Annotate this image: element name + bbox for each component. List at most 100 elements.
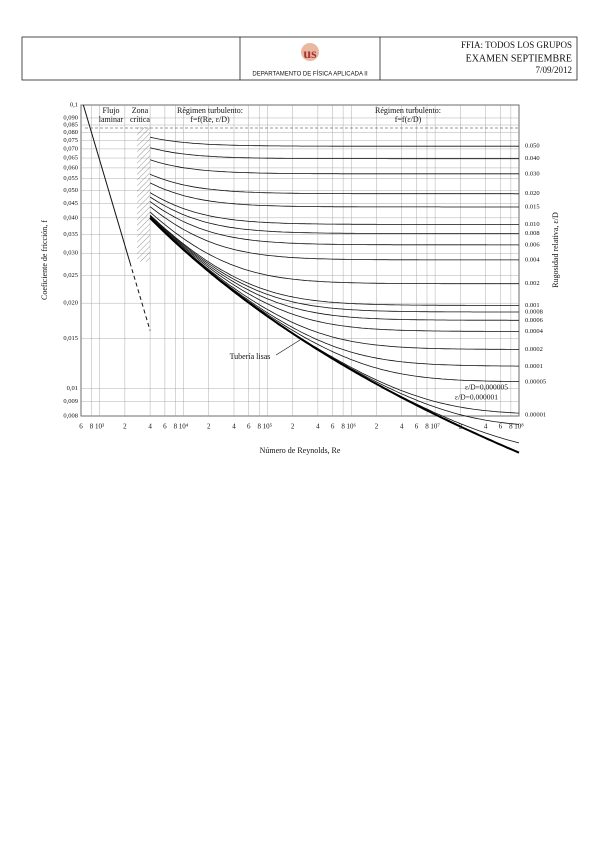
y-tick-label: 0,040 [63,214,78,221]
x-tick-label: 4 [316,423,320,431]
y2-tick-label: 0.0004 [525,328,544,335]
x-tick-label: 8 [174,423,178,431]
x-tick-label: 10⁸ [514,423,524,431]
y2-tick-label: 0.010 [525,221,540,228]
x-tick-label: 6 [163,423,167,431]
annotation: crítica [130,115,150,124]
friction-curve [149,214,519,306]
y-tick-label: 0,055 [63,175,78,182]
logo: us [301,43,319,62]
annotation: Tubería lisas [230,352,271,361]
x-tick-label: 8 [90,423,94,431]
x-tick-label: 10³ [95,423,104,431]
y2-tick-label: 0.00005 [525,378,546,385]
x-tick-label: 2 [123,423,127,431]
y-tick-label: 0,060 [63,164,78,171]
x-tick-label: 6 [415,423,419,431]
header-box [21,36,578,81]
annotation: f=f(Re, ε/D) [190,115,230,124]
friction-curve [149,196,519,235]
x-tick-label: 2 [375,423,379,431]
critical-zone [137,127,151,262]
x-tick-label: 2 [207,423,211,431]
x-tick-label: 8 [425,423,429,431]
annotation: Régimen turbulento: [375,106,441,115]
x-tick-label: 10⁷ [430,423,440,431]
friction-curve [149,192,519,225]
moody-chart: 6 8 10³ 2 4 6 8 10⁴ 2 4 6 8 10⁵ 2 4 6 8 10⁶ 2 4 6 8 10⁷ 2 4 6 8 10⁸… [40,101,560,454]
x-tick-label: 4 [484,423,488,431]
y-tick-label: 0,085 [63,121,78,128]
y2-tick-label: 0.004 [525,256,540,263]
friction-curve [149,173,519,195]
friction-curve [150,136,519,147]
y2-tick-label: 0.015 [525,203,540,210]
y-tick-label: 0,1 [70,101,78,108]
annotation: Régimen turbulento: [177,106,243,115]
y2-tick-label: 0.0002 [525,346,543,353]
y2-tick-label: 0.0001 [525,363,543,370]
y2-tick-label: 0.050 [525,143,540,150]
x-tick-label: 10⁶ [347,423,357,431]
friction-curve [149,206,519,261]
y2-tick-label: 0.040 [525,155,540,162]
course: FFIA: TODOS LOS GRUPOS [461,40,572,50]
y-tick-label: 0,015 [63,335,78,342]
laminar-extension [129,262,151,331]
y2-tick-label: 0.002 [525,280,540,287]
friction-curve [149,217,519,350]
y2-tick-label: 0.006 [525,241,540,248]
y-tick-label: 0,01 [67,385,78,392]
friction-curve [149,211,519,285]
x-tick-label: 6 [79,423,83,431]
y2-tick-label: 0.0006 [525,317,544,324]
y-tick-label: 0,030 [63,250,78,257]
y-tick-label: 0,050 [63,187,78,194]
x-tick-label: 4 [148,423,152,431]
y-tick-label: 0,035 [63,231,78,238]
friction-curve [149,217,519,383]
friction-curve [149,217,520,444]
y-tick-label: 0,070 [63,145,78,152]
annotation: ε/D=0,000001 [455,393,498,402]
annotation: Zona [132,106,149,115]
x-tick-label: 6 [331,423,335,431]
y-axis-title: Coeficiente de fricción, f [40,220,49,300]
friction-curve [149,159,519,175]
exam: EXAMEN SEPTIEMBRE [466,53,572,64]
x-axis-title: Número de Reynolds, Re [260,446,341,455]
y-tick-label: 0,008 [63,412,78,419]
annotation: laminar [99,115,124,124]
y-tick-label: 0,025 [63,272,78,279]
date: 7/09/2012 [535,65,572,75]
friction-curve [149,216,519,321]
y-tick-label: 0,009 [63,398,78,405]
y-tick-label: 0,075 [63,137,78,144]
annotation: Flujo [103,106,120,115]
y2-tick-label: 0.008 [525,230,540,237]
annotation: f=f(ε/D) [395,115,422,124]
x-tick-label: 6 [499,423,503,431]
smooth-pipe-curve [149,217,520,454]
friction-curve [149,182,519,208]
department: DEPARTAMENTO DE FÍSICA APLICADA II [252,71,368,78]
y-tick-label: 0,065 [63,155,78,162]
y2-tick-label: 0.030 [525,170,540,177]
x-tick-label: 10⁴ [179,423,189,431]
annotation-arrow [275,339,301,356]
x-tick-label: 4 [232,423,236,431]
x-tick-label: 8 [341,423,345,431]
y-tick-label: 0,020 [63,300,78,307]
laminar-line [82,104,131,263]
x-tick-label: 2 [291,423,295,431]
x-tick-label: 8 [257,423,261,431]
x-tick-label: 4 [400,423,404,431]
y2-axis-title: Rugosidad relativa, ε/D [551,212,560,288]
svg-text:us: us [303,47,317,62]
y-tick-label: 0,045 [63,200,78,207]
annotation: ε/D=0,000005 [465,383,508,392]
x-tick-label: 10⁵ [263,423,273,431]
y-tick-label: 0,090 [63,114,78,121]
x-tick-label: 8 [509,423,513,431]
